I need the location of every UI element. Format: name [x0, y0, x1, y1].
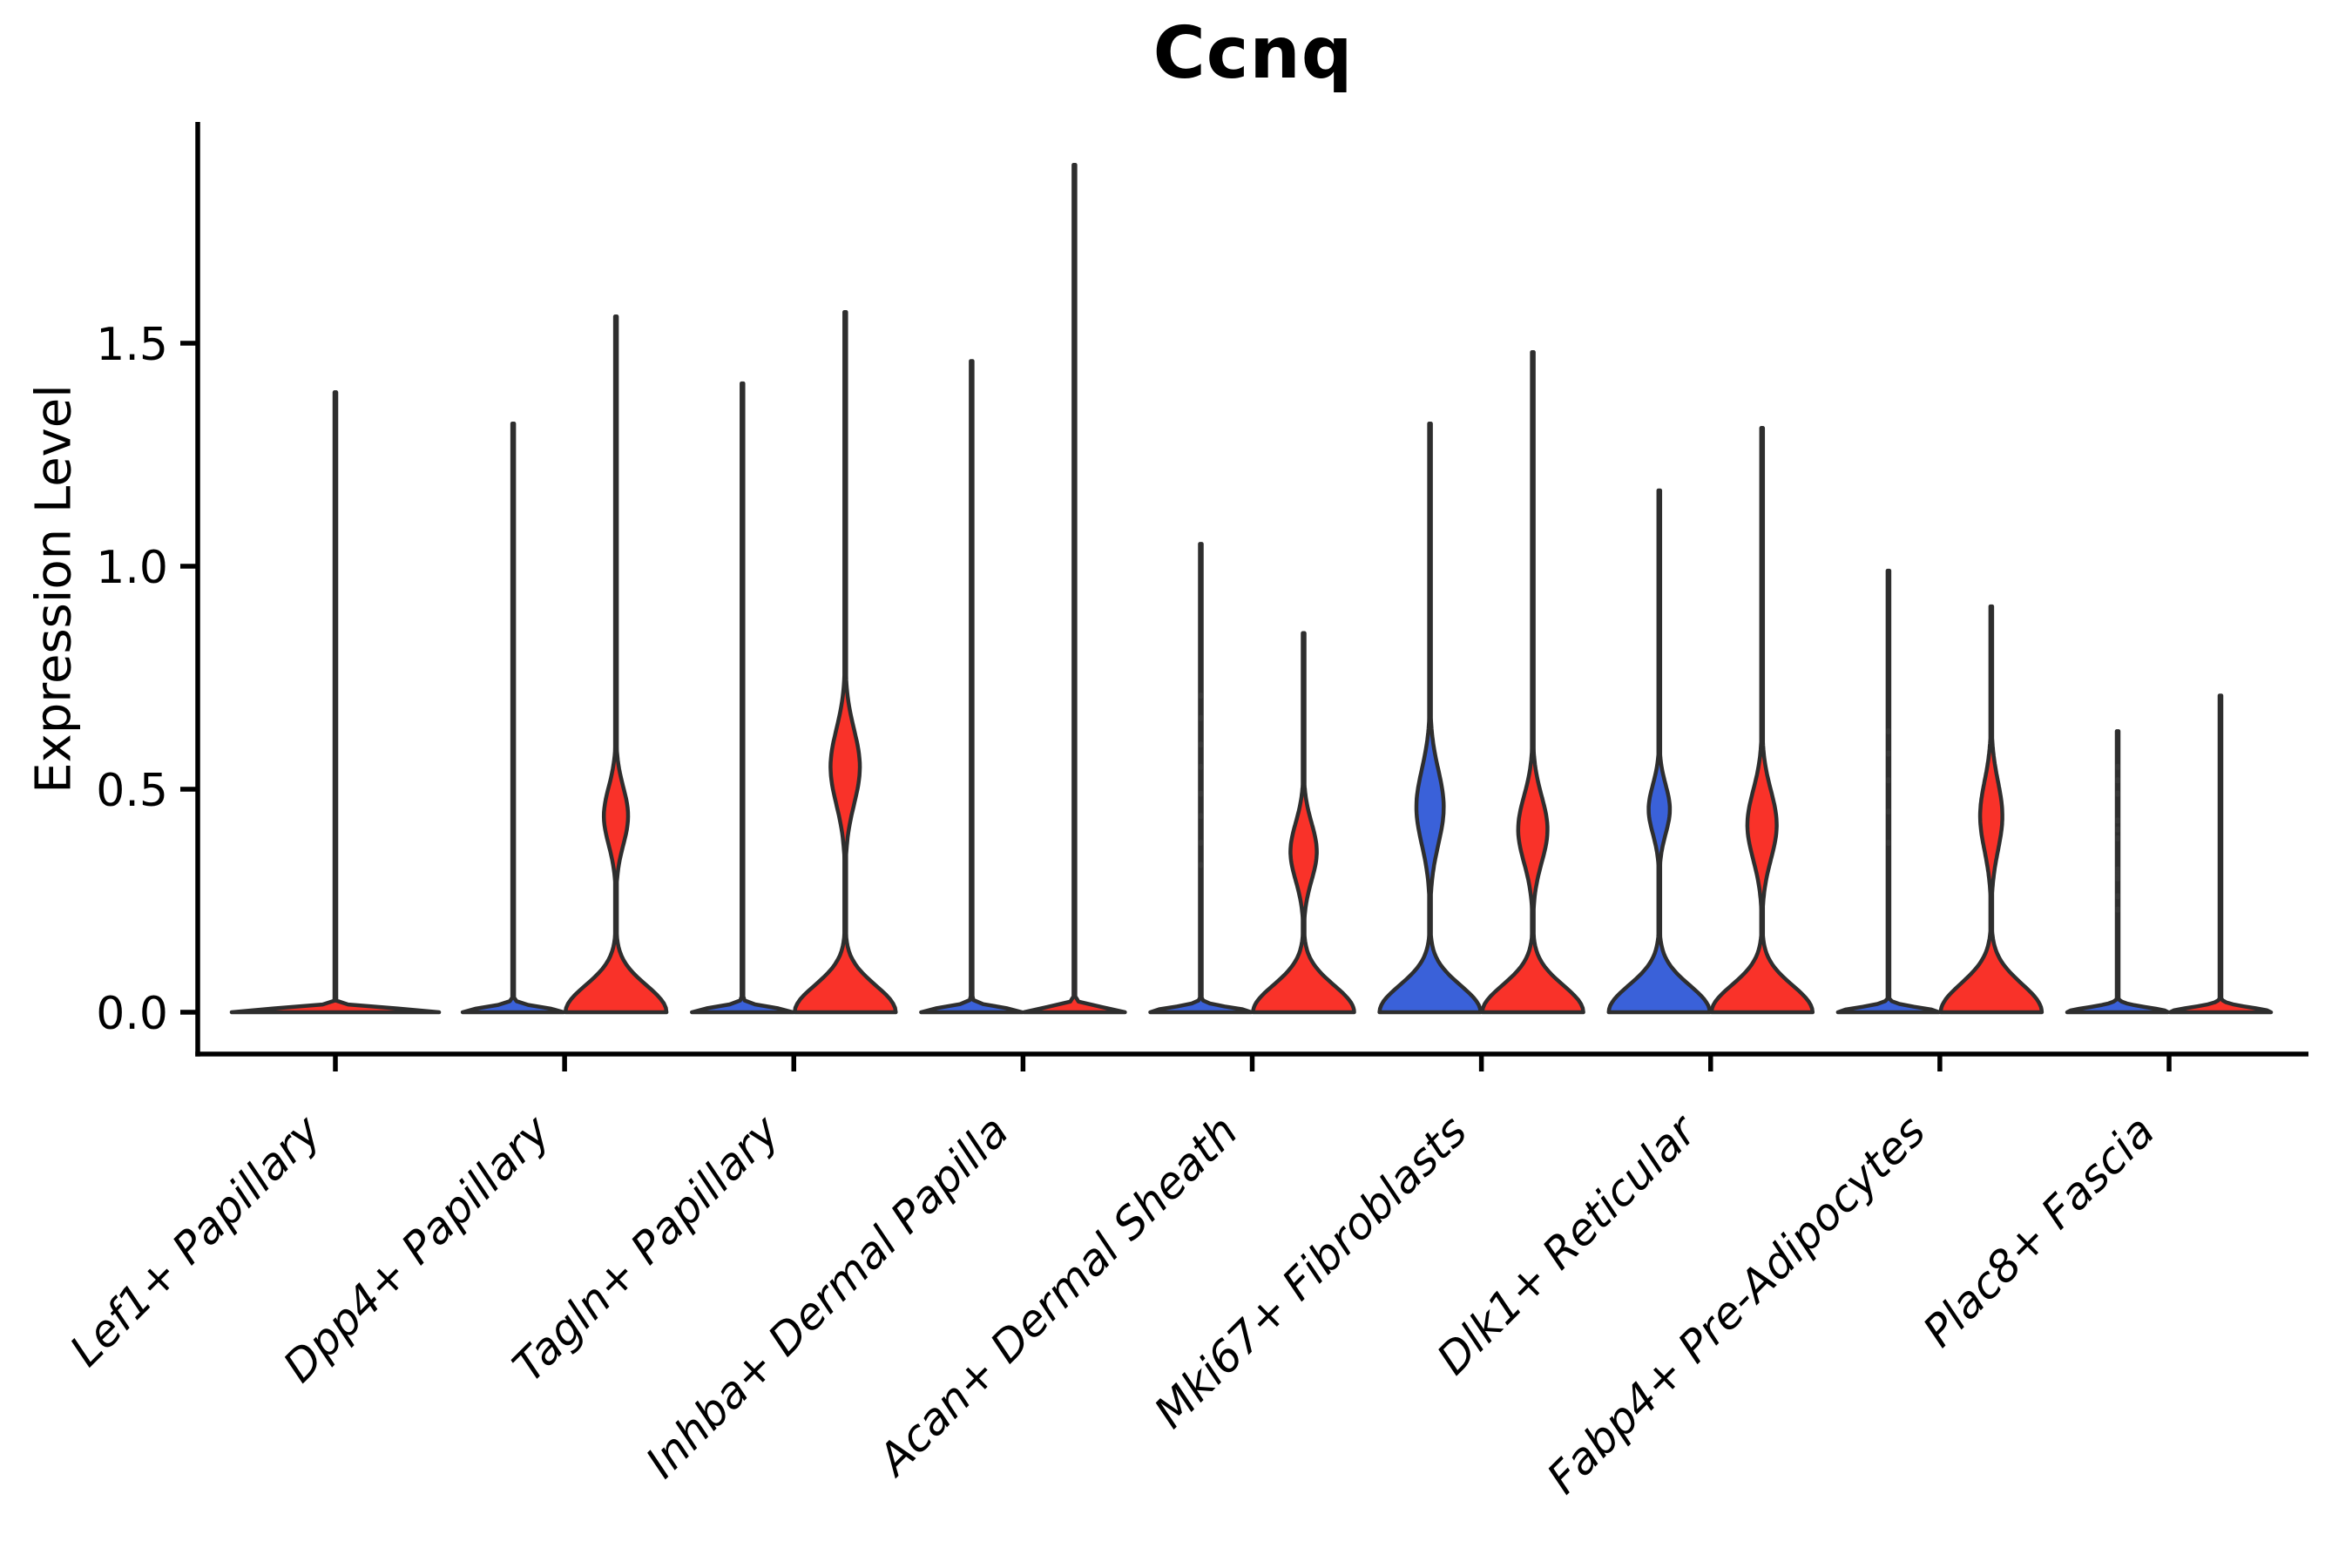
jitter-dot	[2115, 817, 2120, 824]
jitter-dot	[1886, 777, 1891, 784]
x-tick-label-3: Inhba+ Dermal Papilla	[636, 1105, 1017, 1487]
violin-4-right	[1251, 631, 1356, 1015]
jitter-dot	[2115, 875, 2120, 882]
violins-layer	[229, 162, 2274, 1015]
jitter-dot	[1886, 839, 1891, 846]
jitter-dot	[1886, 750, 1891, 757]
violin-2-right	[793, 309, 898, 1015]
jitter-dot	[1199, 763, 1203, 770]
y-tick-label-3: 1.5	[96, 319, 168, 371]
violin-4-left	[1148, 542, 1254, 1015]
x-tick-label-7: Fabp4+ Pre-Adipocytes	[1538, 1105, 1936, 1504]
violin-3-left	[919, 359, 1024, 1015]
jitter-dot	[1199, 714, 1203, 721]
jitter-dot	[1199, 813, 1203, 820]
jitter-dot	[1886, 727, 1891, 734]
jitter-dot	[2115, 777, 2120, 784]
jitter-dot	[2115, 763, 2120, 770]
jitter-dot	[2115, 893, 2120, 900]
chart-title: Ccnq	[1152, 12, 1354, 95]
violin-1-right	[563, 314, 669, 1015]
violin-5-right	[1480, 349, 1585, 1015]
jitter-dot	[1886, 808, 1891, 815]
jitter-dot	[1199, 692, 1203, 699]
violin-7-left	[1835, 568, 1942, 1015]
x-tick-label-0: Lef1+ Papillary	[60, 1105, 331, 1375]
y-tick-label-1: 0.5	[96, 765, 168, 817]
x-tick-label-8: Plac8+ Fascia	[1914, 1105, 2165, 1356]
violin-0-center	[229, 390, 442, 1015]
jitter-dot	[2115, 866, 2120, 873]
violin-5-left	[1377, 421, 1483, 1015]
y-axis-label: Expression Level	[25, 384, 83, 794]
jitter-dot	[2115, 790, 2120, 797]
jitter-dot	[1199, 862, 1203, 868]
jitter-dot	[1199, 839, 1203, 846]
violin-2-left	[690, 381, 795, 1015]
jitter-dot	[2115, 870, 2120, 877]
x-tick-label-4: Acan+ Dermal Sheath	[867, 1105, 1247, 1486]
violin-8-right	[2167, 693, 2274, 1015]
violin-1-left	[460, 421, 566, 1015]
jitter-dot	[2115, 826, 2120, 833]
jitter-dot	[1199, 790, 1203, 797]
y-tick-label-2: 1.0	[96, 542, 168, 594]
violin-7-right	[1938, 604, 2044, 1015]
jitter-dot	[1199, 741, 1203, 748]
violin-3-right	[1022, 162, 1127, 1015]
violin-6-left	[1606, 488, 1713, 1015]
jitter-dot	[2115, 906, 2120, 913]
jitter-dot	[2115, 835, 2120, 841]
violin-6-right	[1709, 426, 1815, 1015]
y-tick-label-0: 0.0	[96, 988, 168, 1040]
